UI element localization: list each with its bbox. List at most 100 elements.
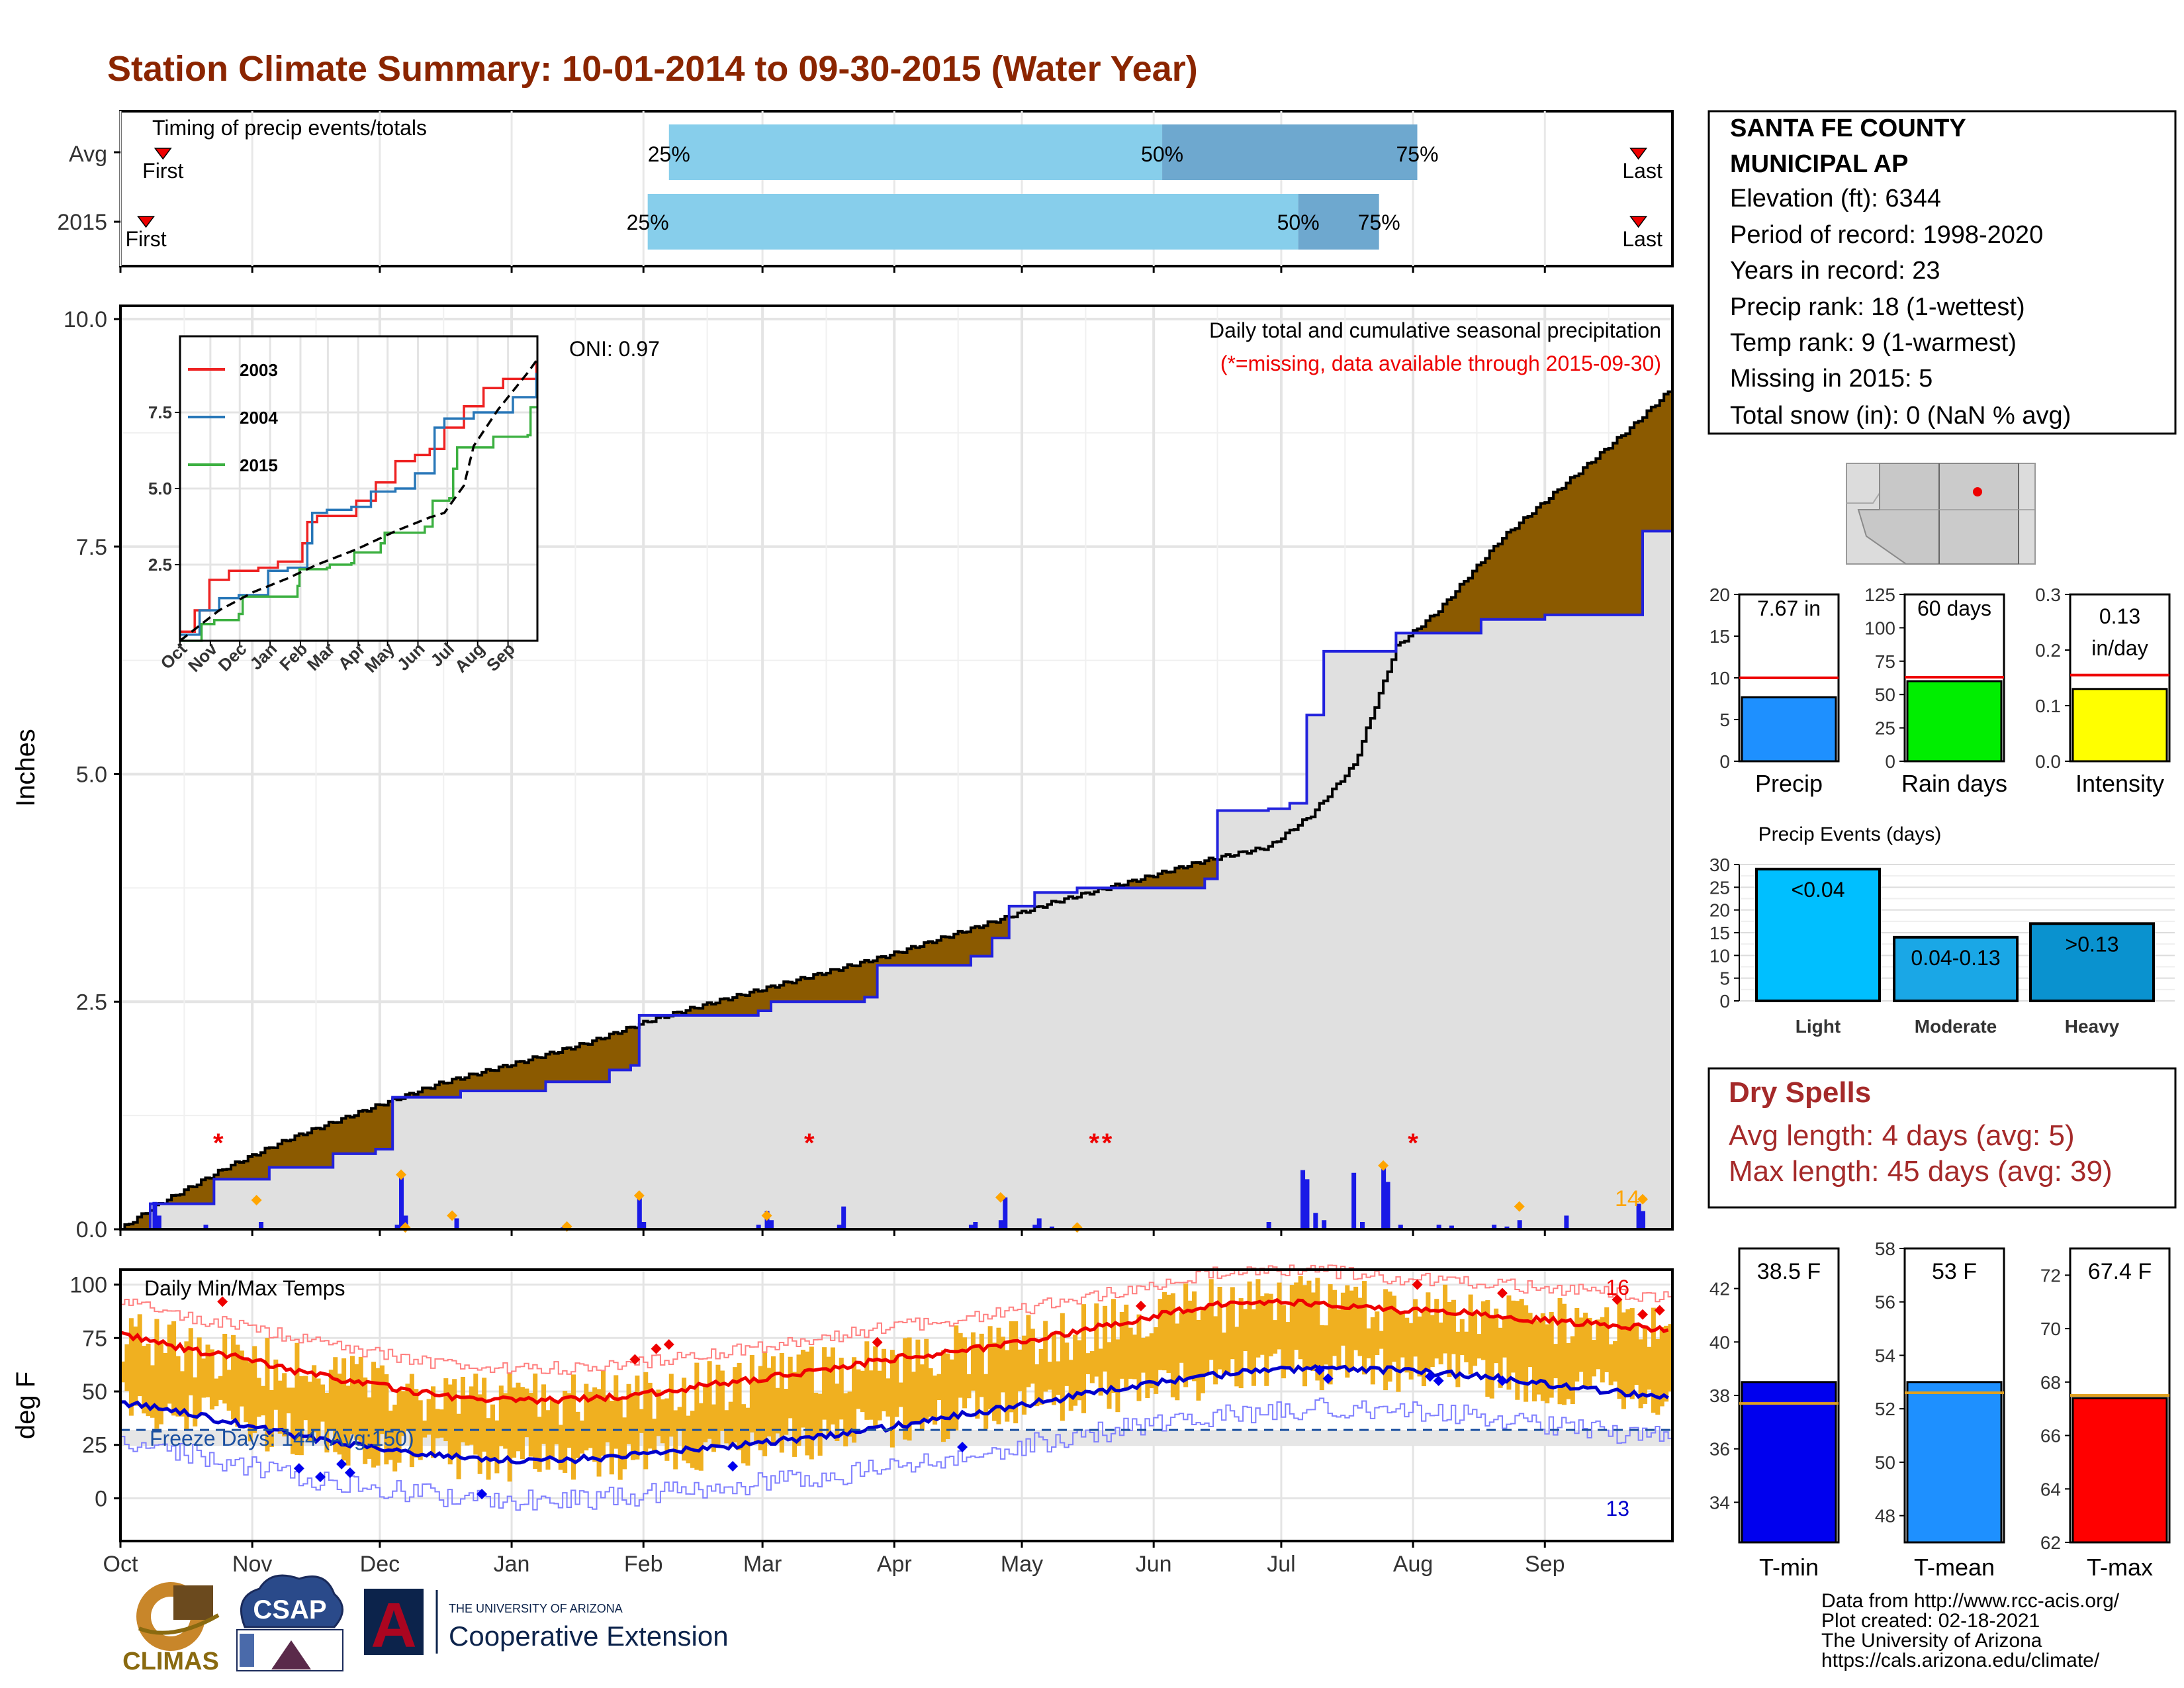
temp-bar xyxy=(703,1385,708,1442)
temp-bar xyxy=(465,1395,470,1446)
station-elevation: Elevation (ft): 6344 xyxy=(1730,185,1941,212)
temp-bar xyxy=(749,1355,754,1432)
temp-bar xyxy=(868,1370,874,1420)
timing-row-avg: Avg xyxy=(69,142,107,167)
temp-bar xyxy=(886,1378,891,1417)
temp-xtick: Jan xyxy=(494,1552,530,1577)
temp-bar xyxy=(1617,1299,1622,1399)
temp-bar xyxy=(1068,1360,1073,1411)
temp-bar xyxy=(512,1387,517,1458)
temp-bar xyxy=(826,1356,831,1436)
record-low-marker xyxy=(314,1472,326,1483)
temp-bar xyxy=(1655,1338,1661,1415)
summary-bar-Intensity xyxy=(2071,688,2168,763)
summary-bars: 0 5 10 15 20 7.67 in Precip 0 25 50 75 100 125 60 day… xyxy=(1709,585,2171,797)
temp-ytick: 75 xyxy=(82,1326,107,1351)
temp-bar xyxy=(1404,1317,1410,1373)
temp-summary-ytick: 58 xyxy=(1875,1239,1895,1259)
temp-summary-ytick: 56 xyxy=(1875,1292,1895,1313)
temp-bar xyxy=(715,1364,721,1446)
temp-summary-bar-T-mean xyxy=(1906,1381,2003,1544)
temp-bar xyxy=(1468,1294,1473,1375)
temp-bar xyxy=(924,1338,929,1420)
temp-bar xyxy=(1430,1315,1435,1368)
temp-bar xyxy=(873,1346,878,1429)
temp-bar xyxy=(188,1328,193,1395)
summary-label: Intensity xyxy=(2075,770,2164,797)
temp-bar xyxy=(1073,1335,1078,1406)
temp-bar xyxy=(1651,1307,1656,1413)
temp-bar xyxy=(987,1326,993,1409)
station-name-line1: SANTA FE COUNTY xyxy=(1730,115,1966,142)
temp-bar xyxy=(375,1368,381,1466)
events-category: Heavy xyxy=(2065,1016,2120,1037)
temp-bar xyxy=(456,1413,461,1479)
temp-bar xyxy=(1383,1289,1388,1391)
precip-caption: Daily total and cumulative seasonal prec… xyxy=(1209,318,1661,342)
temp-bar xyxy=(1421,1309,1426,1387)
temp-bar xyxy=(979,1333,984,1397)
timing-q2-bar-Avg xyxy=(1162,124,1418,180)
temp-bar xyxy=(1638,1339,1643,1409)
temp-xtick: Apr xyxy=(877,1552,912,1577)
timing-q1-bar-Avg xyxy=(668,124,1163,180)
temp-bar xyxy=(596,1389,602,1477)
record-low-marker xyxy=(344,1467,355,1478)
summary-ytick: 0.2 xyxy=(2035,640,2061,661)
daily-precip-bar xyxy=(394,1225,400,1229)
temp-bar xyxy=(184,1341,189,1430)
temp-bar xyxy=(1009,1321,1014,1413)
temp-bar xyxy=(788,1356,793,1419)
temp-bar xyxy=(452,1379,457,1458)
record-high-marker xyxy=(872,1336,883,1348)
temp-xtick: May xyxy=(1001,1552,1043,1577)
temp-bar xyxy=(1306,1280,1312,1368)
temp-bar xyxy=(171,1321,177,1416)
temp-bar xyxy=(1524,1305,1529,1402)
temp-bar xyxy=(1519,1299,1524,1382)
daily-precip-bar xyxy=(1313,1213,1318,1229)
temp-bar xyxy=(864,1341,870,1420)
temp-bar xyxy=(290,1387,296,1454)
temp-bar xyxy=(120,1361,126,1383)
temp-bar xyxy=(970,1332,976,1391)
record-high-count: 16 xyxy=(1606,1276,1629,1299)
temp-bar xyxy=(877,1370,882,1421)
temp-panel: 0 25 50 75 100 Oct Nov Dec Jan Feb Mar Apr May Jun Ju… xyxy=(11,266,1674,1577)
temp-bar xyxy=(1583,1312,1588,1389)
temp-bar xyxy=(614,1375,619,1449)
temp-bar xyxy=(269,1389,274,1447)
temp-bar xyxy=(537,1417,542,1472)
summary-ytick: 0.1 xyxy=(2035,696,2061,716)
temp-bar xyxy=(146,1343,151,1417)
temp-bar xyxy=(1319,1325,1324,1391)
summary-value: 60 days xyxy=(1917,596,1991,620)
temp-summary-ytick: 70 xyxy=(2040,1319,2061,1339)
temp-bar xyxy=(762,1351,768,1456)
temp-bar xyxy=(1370,1317,1375,1385)
temp-bar xyxy=(1489,1316,1494,1399)
temp-summary-ytick: 62 xyxy=(2040,1532,2061,1553)
temp-bar xyxy=(605,1395,610,1442)
temp-bar xyxy=(1417,1316,1422,1377)
temp-bar xyxy=(1336,1309,1342,1370)
temp-bar xyxy=(482,1378,487,1452)
temp-bar xyxy=(1447,1301,1452,1378)
daily-precip-bar xyxy=(403,1215,408,1229)
events-ytick: 15 xyxy=(1709,923,1730,943)
temp-bar xyxy=(541,1384,547,1444)
timing-label: Timing of precip events/totals xyxy=(152,116,427,140)
precip-events-chart: Precip Events (days) <0.04 Light 0.04-0.13… xyxy=(1709,823,2175,1037)
temp-bar xyxy=(996,1327,1001,1425)
temp-bar xyxy=(214,1378,219,1407)
temp-bar xyxy=(460,1376,465,1442)
events-ytick: 30 xyxy=(1709,855,1730,875)
summary-ytick: 10 xyxy=(1709,668,1730,688)
last-label: Last xyxy=(1622,227,1662,251)
temp-bar xyxy=(533,1373,538,1469)
temp-summary-ytick: 50 xyxy=(1875,1452,1895,1473)
record-low-marker xyxy=(293,1463,304,1474)
temp-bar xyxy=(494,1420,500,1474)
temp-bar xyxy=(349,1356,355,1434)
station-snow: Total snow (in): 0 (NaN % avg) xyxy=(1730,402,2071,430)
